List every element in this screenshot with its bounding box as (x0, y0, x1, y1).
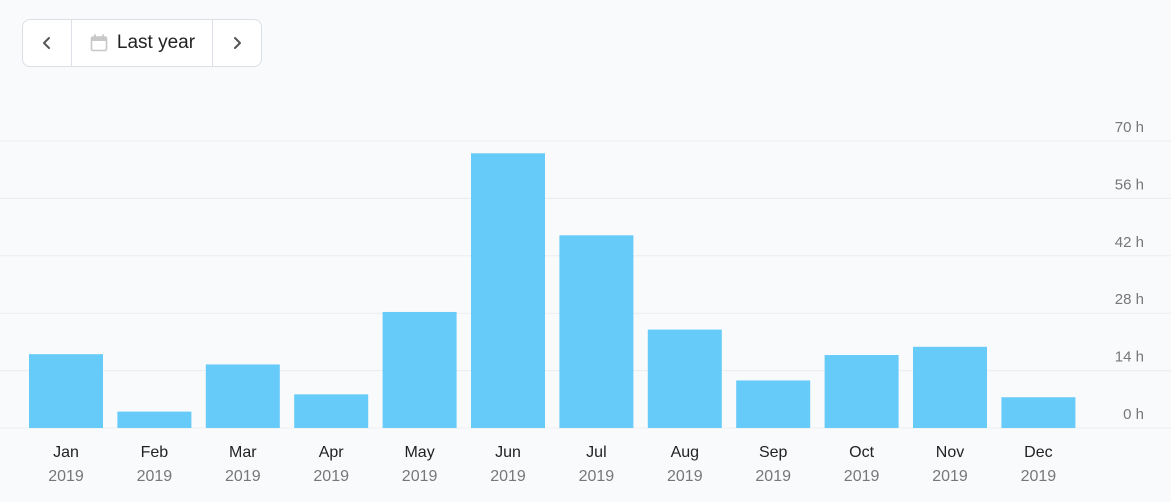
y-tick-label: 0 h (1123, 406, 1144, 423)
chevron-right-icon (234, 37, 241, 49)
x-tick-label-year: 2019 (579, 468, 615, 485)
bar (647, 329, 722, 428)
previous-period-button[interactable] (23, 20, 71, 66)
bar (205, 364, 280, 428)
next-period-button[interactable] (213, 20, 261, 66)
x-tick-label-year: 2019 (402, 468, 438, 485)
x-tick-label-month: Jun (495, 444, 521, 461)
x-tick-label-month: Jul (586, 444, 606, 461)
y-tick-label: 70 h (1115, 119, 1144, 136)
bar (559, 235, 634, 428)
x-tick-label-year: 2019 (932, 468, 968, 485)
chevron-left-icon (43, 37, 50, 49)
x-tick-label-month: Jan (53, 444, 79, 461)
x-tick-label-month: Feb (141, 444, 169, 461)
date-range-label: Last year (116, 32, 196, 53)
bar (294, 394, 369, 428)
bar (382, 311, 457, 428)
y-tick-label: 42 h (1115, 234, 1144, 251)
x-tick-label-month: May (404, 444, 434, 461)
calendar-icon (90, 34, 108, 52)
x-tick-label-year: 2019 (313, 468, 349, 485)
bar (1001, 397, 1076, 428)
x-tick-label-year: 2019 (844, 468, 880, 485)
x-tick-label-month: Mar (229, 444, 257, 461)
y-tick-label: 14 h (1115, 349, 1144, 366)
y-tick-label: 28 h (1115, 291, 1144, 308)
x-tick-label-year: 2019 (137, 468, 173, 485)
date-range-selector[interactable]: Last year (71, 20, 213, 66)
x-tick-label-year: 2019 (667, 468, 703, 485)
date-range-picker: Last year (22, 19, 262, 67)
bar (824, 355, 899, 428)
x-tick-label-year: 2019 (48, 468, 84, 485)
x-tick-label-year: 2019 (1021, 468, 1057, 485)
x-tick-label-year: 2019 (490, 468, 526, 485)
x-tick-label-month: Apr (319, 444, 345, 461)
x-tick-label-month: Sep (759, 444, 788, 461)
x-tick-label-year: 2019 (225, 468, 261, 485)
bar (29, 354, 103, 428)
bar (913, 346, 987, 428)
x-tick-label-month: Nov (936, 444, 964, 461)
x-tick-label-month: Oct (849, 444, 874, 461)
x-tick-label-month: Aug (671, 444, 699, 461)
x-tick-label-month: Dec (1024, 444, 1052, 461)
bar (117, 411, 192, 428)
bar (471, 153, 545, 429)
y-tick-label: 56 h (1115, 176, 1144, 193)
bar (736, 380, 811, 428)
x-tick-label-year: 2019 (755, 468, 791, 485)
